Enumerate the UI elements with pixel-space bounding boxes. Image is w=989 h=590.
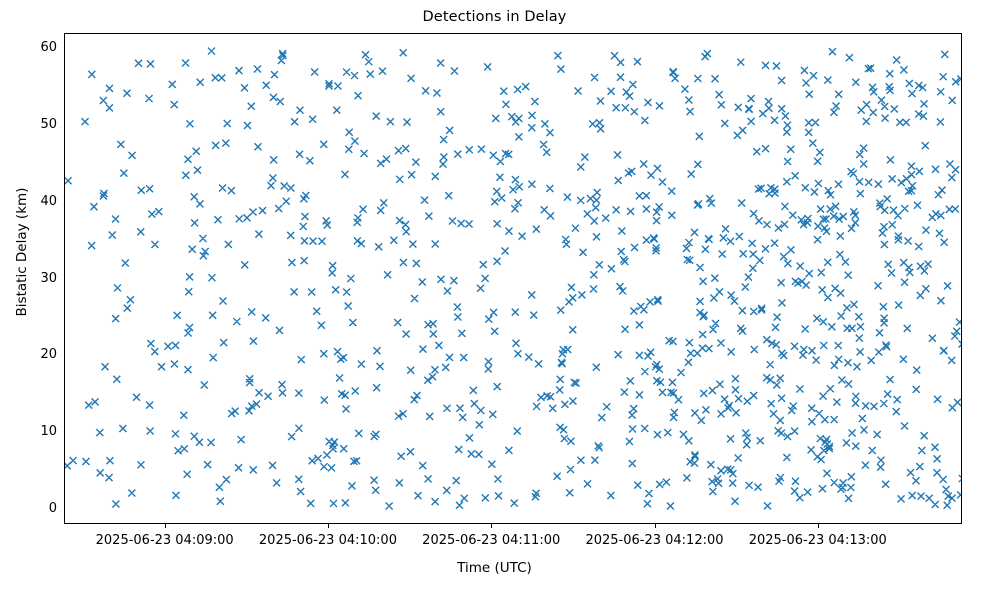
y-tick-label: 10 (40, 423, 57, 439)
x-tick-label: 2025-06-23 04:09:00 (95, 533, 234, 548)
y-tick-label: 30 (40, 270, 57, 286)
y-axis-tick-labels: 0 10 20 30 40 50 60 (11, 0, 75, 590)
y-tick-label: 40 (40, 193, 57, 209)
x-tick-mark (327, 524, 329, 528)
x-tick-label: 2025-06-23 04:12:00 (585, 533, 724, 548)
x-tick-label: 2025-06-23 04:10:00 (258, 533, 397, 548)
plot-area (64, 33, 962, 524)
x-tick-mark (817, 524, 819, 528)
x-axis-label: Time (UTC) (457, 560, 532, 576)
y-tick-label: 0 (48, 500, 57, 516)
y-tick-label: 20 (40, 347, 57, 363)
page-title: Detections in Delay (422, 9, 567, 25)
y-tick-label: 50 (40, 117, 57, 133)
x-tick-mark (491, 524, 493, 528)
x-marker-icon (65, 47, 961, 511)
x-tick-label: 2025-06-23 04:11:00 (422, 533, 561, 548)
x-tick-mark (164, 524, 166, 528)
marker-group (65, 47, 961, 511)
y-tick-label: 60 (40, 40, 57, 56)
scatter-marker-canvas (65, 47, 961, 511)
x-tick-label: 2025-06-23 04:13:00 (748, 533, 887, 548)
scatter-series-detections (65, 34, 961, 523)
x-tick-mark (654, 524, 656, 528)
